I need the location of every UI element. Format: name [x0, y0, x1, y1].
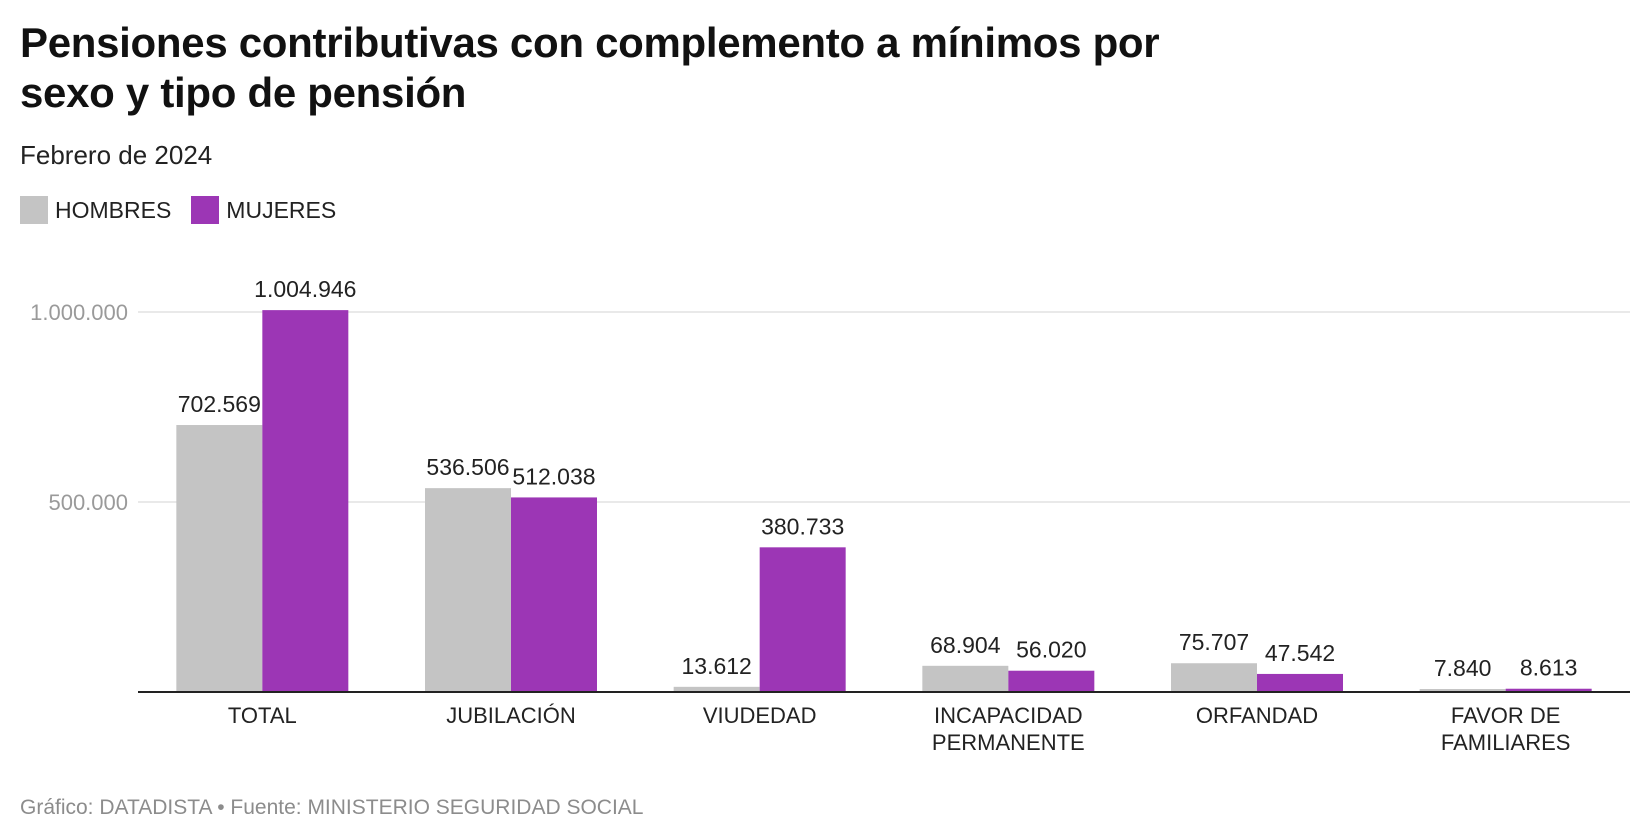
- legend-item-hombres: HOMBRES: [20, 196, 171, 224]
- bar-hombres: [425, 488, 511, 692]
- data-label: 8.613: [1520, 655, 1578, 681]
- data-label: 536.506: [426, 454, 509, 480]
- data-label: 47.542: [1265, 640, 1335, 666]
- data-label: 56.020: [1016, 637, 1086, 663]
- legend-item-mujeres: MUJERES: [191, 196, 336, 224]
- y-tick-label: 1.000.000: [30, 300, 128, 325]
- legend-label-hombres: HOMBRES: [55, 196, 172, 223]
- chart-subtitle: Febrero de 2024: [20, 140, 213, 170]
- bar-mujeres: [262, 310, 349, 692]
- chart-footer: Gráfico: DATADISTA • Fuente: MINISTERIO …: [20, 796, 644, 819]
- data-label: 512.038: [512, 463, 595, 489]
- bar-mujeres: [759, 547, 846, 692]
- data-label: 13.612: [681, 653, 751, 679]
- data-label: 380.733: [761, 513, 844, 539]
- bar-mujeres: [511, 497, 597, 692]
- bar-mujeres: [1008, 670, 1095, 692]
- data-label: 68.904: [930, 632, 1001, 658]
- x-tick-label: ORFANDAD: [1196, 703, 1318, 728]
- legend-label-mujeres: MUJERES: [226, 196, 337, 223]
- data-label: 7.840: [1434, 655, 1492, 681]
- y-tick-label: 500.000: [48, 490, 128, 515]
- data-label: 702.569: [178, 391, 261, 417]
- data-label: 75.707: [1179, 629, 1249, 655]
- bar-mujeres: [1505, 688, 1592, 692]
- bar-hombres: [176, 425, 263, 692]
- bar-hombres: [673, 686, 760, 692]
- chart-title: Pensiones contributivas con complemento …: [20, 19, 1160, 116]
- legend-swatch-mujeres: [191, 196, 220, 224]
- legend-swatch-hombres: [20, 196, 48, 224]
- x-tick-label: JUBILACIÓN: [446, 703, 576, 728]
- bar-hombres: [922, 665, 1009, 692]
- x-tick-label: TOTAL: [228, 703, 297, 728]
- data-label: 1.004.946: [254, 276, 356, 302]
- bar-hombres: [1171, 663, 1257, 692]
- x-tick-label: INCAPACIDAD PERMANENTE: [932, 703, 1085, 755]
- x-tick-label: FAVOR DE FAMILIARES: [1441, 703, 1571, 755]
- x-tick-label: VIUDEDAD: [703, 703, 817, 728]
- bar-hombres: [1419, 689, 1506, 692]
- bar-mujeres: [1257, 673, 1343, 692]
- legend: HOMBRES MUJERES: [20, 196, 356, 224]
